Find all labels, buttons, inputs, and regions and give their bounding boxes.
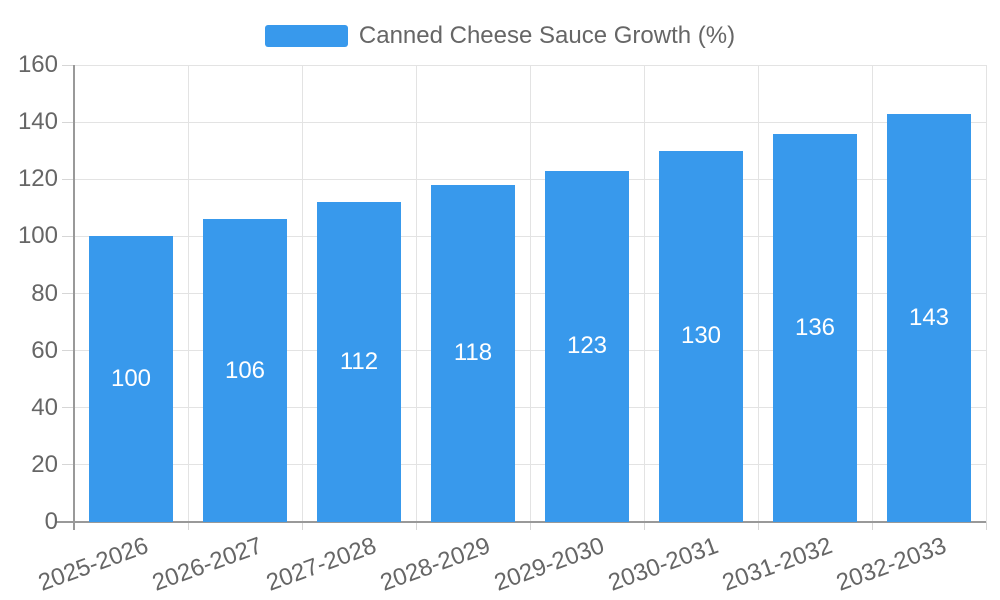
gridline-vertical [529, 65, 531, 522]
bar-value-label: 123 [566, 332, 608, 360]
y-tick-label: 60 [31, 336, 58, 364]
bar-value-label: 143 [908, 303, 950, 331]
y-tick-label: 160 [17, 51, 58, 78]
y-tick-label: 0 [44, 508, 58, 535]
x-axis-tick [757, 522, 759, 530]
x-axis-tick [529, 522, 531, 530]
bar-value-label: 136 [794, 313, 836, 341]
x-axis-tick [187, 522, 189, 530]
y-tick-label: 100 [17, 222, 58, 250]
x-axis-tick [301, 522, 303, 530]
x-axis-tick [643, 522, 645, 530]
y-axis-tick [62, 350, 74, 352]
y-tick-label: 80 [31, 279, 58, 307]
y-tick-label: 20 [31, 450, 58, 478]
legend-label: Canned Cheese Sauce Growth (%) [358, 22, 736, 49]
x-axis-tick [985, 522, 987, 530]
gridline-vertical [985, 65, 987, 522]
legend-swatch [264, 25, 348, 47]
y-axis-labels: 0 20 40 60 80 100 120 140 160 [0, 52, 58, 535]
y-axis-tick [62, 293, 74, 294]
gridline-vertical [187, 65, 189, 522]
y-axis-tick [62, 178, 74, 180]
bar[interactable]: 100 [89, 236, 173, 522]
bar[interactable]: 106 [203, 219, 287, 522]
x-axis-line [56, 521, 986, 523]
y-axis-tick [62, 407, 74, 409]
y-axis-tick [62, 64, 74, 66]
y-tick-label: 120 [17, 165, 58, 193]
gridline-vertical [871, 65, 873, 522]
y-tick-label: 140 [17, 108, 58, 136]
bar[interactable]: 130 [659, 150, 743, 522]
gridline-vertical [415, 65, 417, 522]
bar[interactable]: 112 [317, 202, 401, 522]
gridline-vertical [301, 65, 303, 522]
bar-value-label: 118 [453, 339, 493, 367]
y-axis-tick [62, 464, 74, 466]
y-axis-tick [62, 235, 74, 237]
bar-value-label: 106 [224, 356, 266, 384]
y-axis-tick [62, 121, 74, 123]
y-tick-label: 40 [31, 393, 58, 421]
x-axis-tick [415, 522, 417, 530]
bar[interactable]: 136 [773, 133, 857, 522]
bar[interactable]: 118 [431, 184, 515, 522]
bar[interactable]: 143 [887, 113, 971, 522]
gridline-vertical [757, 65, 759, 522]
bar-value-label: 130 [680, 322, 722, 350]
x-axis-tick [871, 522, 873, 530]
bar-value-label: 100 [110, 365, 152, 393]
legend-item[interactable]: Canned Cheese Sauce Growth (%) [0, 20, 1000, 52]
bar-value-label: 112 [339, 348, 379, 376]
x-axis-labels: 2025-2026 2026-2027 2027-2028 2028-2029 2029… [35, 522, 986, 600]
gridline-vertical [643, 65, 645, 522]
bar[interactable]: 123 [545, 170, 629, 522]
y-axis-line [73, 65, 75, 530]
plot-area: 100 106 112 118 123 130 136 143 [56, 64, 987, 530]
